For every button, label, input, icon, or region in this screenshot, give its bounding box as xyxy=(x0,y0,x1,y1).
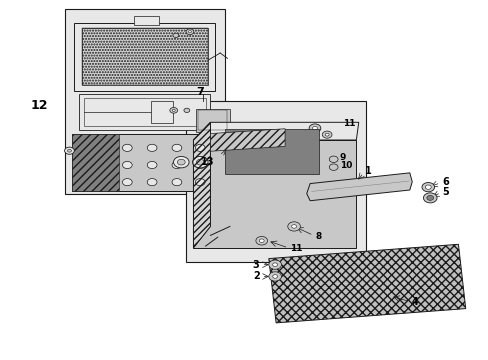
Polygon shape xyxy=(210,129,285,151)
Ellipse shape xyxy=(147,161,157,168)
Ellipse shape xyxy=(192,157,207,168)
Ellipse shape xyxy=(172,161,182,168)
Ellipse shape xyxy=(195,144,204,152)
Ellipse shape xyxy=(173,33,179,37)
Ellipse shape xyxy=(122,179,132,186)
Ellipse shape xyxy=(272,263,277,266)
Polygon shape xyxy=(193,122,358,140)
Ellipse shape xyxy=(67,149,71,152)
Ellipse shape xyxy=(325,133,328,136)
Text: 10: 10 xyxy=(339,161,352,170)
Ellipse shape xyxy=(312,126,317,130)
Ellipse shape xyxy=(268,260,281,269)
Ellipse shape xyxy=(196,159,203,165)
Bar xyxy=(64,9,224,194)
Text: 3: 3 xyxy=(252,260,259,270)
Text: 11: 11 xyxy=(289,244,302,253)
Bar xyxy=(79,94,210,130)
Ellipse shape xyxy=(122,144,132,152)
Ellipse shape xyxy=(183,108,189,112)
Ellipse shape xyxy=(172,144,182,152)
Text: 7: 7 xyxy=(196,87,203,98)
Ellipse shape xyxy=(308,124,320,132)
Ellipse shape xyxy=(255,237,267,245)
Text: 13: 13 xyxy=(201,157,214,167)
Polygon shape xyxy=(193,140,356,248)
Bar xyxy=(196,109,229,132)
Ellipse shape xyxy=(188,31,191,33)
Bar xyxy=(72,134,118,191)
Ellipse shape xyxy=(64,147,74,154)
Text: 12: 12 xyxy=(30,99,47,112)
Ellipse shape xyxy=(421,183,434,192)
Ellipse shape xyxy=(195,179,204,186)
Text: 11: 11 xyxy=(343,120,355,129)
Ellipse shape xyxy=(268,272,281,281)
Polygon shape xyxy=(193,122,210,248)
Bar xyxy=(198,111,227,130)
Text: 5: 5 xyxy=(442,187,448,197)
Ellipse shape xyxy=(322,131,331,138)
Ellipse shape xyxy=(328,156,337,162)
Ellipse shape xyxy=(173,157,189,168)
Ellipse shape xyxy=(172,179,182,186)
Ellipse shape xyxy=(259,239,264,243)
Ellipse shape xyxy=(169,108,177,113)
Bar xyxy=(81,28,207,85)
Bar xyxy=(81,28,207,85)
Text: 6: 6 xyxy=(441,177,447,187)
Ellipse shape xyxy=(423,193,436,203)
Ellipse shape xyxy=(195,161,204,168)
Bar xyxy=(84,98,205,126)
Ellipse shape xyxy=(287,222,300,231)
Ellipse shape xyxy=(272,275,277,278)
Text: 2: 2 xyxy=(252,271,259,282)
Ellipse shape xyxy=(425,185,430,189)
Text: 4: 4 xyxy=(410,297,417,307)
Ellipse shape xyxy=(328,164,337,170)
Ellipse shape xyxy=(185,29,193,35)
Bar xyxy=(151,102,173,123)
Polygon shape xyxy=(268,244,465,323)
Bar xyxy=(224,129,318,174)
Ellipse shape xyxy=(147,179,157,186)
Bar xyxy=(74,23,215,91)
Ellipse shape xyxy=(426,195,433,201)
Ellipse shape xyxy=(291,225,296,228)
Text: 9: 9 xyxy=(339,153,346,162)
Ellipse shape xyxy=(122,161,132,168)
Ellipse shape xyxy=(177,159,185,165)
Ellipse shape xyxy=(172,109,175,111)
Text: 1: 1 xyxy=(365,166,371,176)
Text: 8: 8 xyxy=(314,232,321,241)
Ellipse shape xyxy=(147,144,157,152)
Bar xyxy=(133,16,159,24)
Polygon shape xyxy=(306,173,411,201)
Bar xyxy=(186,102,366,262)
Bar xyxy=(72,134,217,191)
